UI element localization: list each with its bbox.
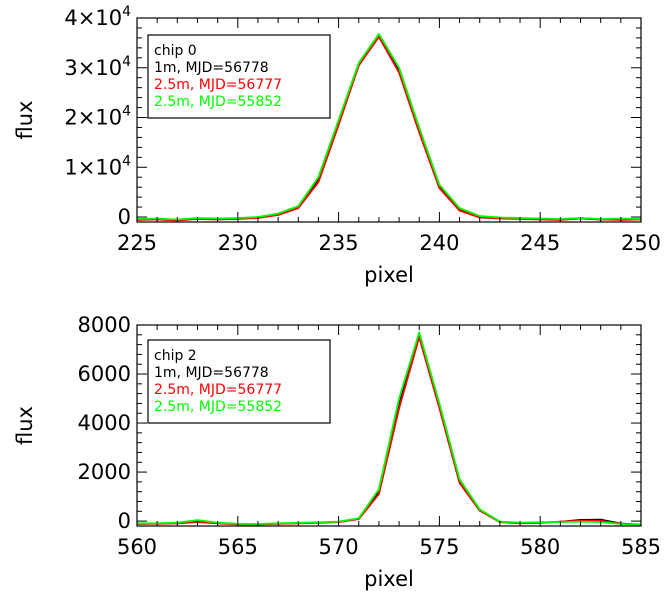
legend-box	[147, 34, 331, 119]
y-tick-label: 0	[118, 205, 131, 229]
y-axis-label: flux	[13, 101, 37, 140]
x-tick-label: 560	[117, 535, 157, 559]
x-tick-label: 575	[419, 535, 459, 559]
legend-box	[147, 339, 331, 424]
series-line-2	[137, 331, 642, 526]
x-tick-label: 580	[520, 535, 560, 559]
x-tick-label: 570	[319, 535, 359, 559]
x-tick-label: 245	[520, 231, 560, 255]
legend-entry-0: 1m, MJD=56778	[154, 60, 269, 76]
x-tick-label: 235	[319, 231, 359, 255]
y-tick-label: 0	[118, 509, 131, 533]
legend-entry-1: 2.5m, MJD=56777	[154, 77, 282, 93]
y-tick-label: 6000	[78, 362, 131, 386]
y-tick-label: 2×104	[64, 104, 131, 130]
legend-entry-2: 2.5m, MJD=55852	[154, 94, 282, 110]
chart-panel-1: 560 565 570 575 580 585 0 2000 4000 6000 8000 pixel…	[13, 313, 661, 591]
x-tick-label: 250	[621, 231, 661, 255]
x-axis-label: pixel	[364, 567, 414, 591]
y-axis-label: flux	[13, 406, 37, 445]
legend-entry-2: 2.5m, MJD=55852	[154, 399, 282, 415]
y-tick-label: 4×104	[64, 4, 131, 30]
legend-title: chip 0	[154, 43, 197, 59]
legend-entry-1: 2.5m, MJD=56777	[154, 382, 282, 398]
x-axis-label: pixel	[364, 263, 414, 287]
x-tick-label: 565	[218, 535, 258, 559]
x-tick-label: 240	[419, 231, 459, 255]
legend-title: chip 2	[154, 348, 197, 364]
y-tick-label: 1×104	[64, 153, 131, 179]
y-tick-label: 2000	[78, 460, 131, 484]
chart-panel-0: 225 230 235 240 245 250 0 1×104 2×104 3×104 4×104 p…	[13, 4, 661, 287]
plot-frame	[136, 17, 642, 223]
y-tick-label: 3×104	[64, 54, 131, 80]
legend-entry-0: 1m, MJD=56778	[154, 365, 269, 381]
x-tick-label: 585	[621, 535, 661, 559]
y-tick-label: 4000	[78, 411, 131, 435]
y-tick-label: 8000	[78, 313, 131, 337]
x-tick-label: 230	[218, 231, 258, 255]
x-tick-label: 225	[117, 231, 157, 255]
series-line-1	[136, 36, 642, 222]
series-line-2	[136, 33, 642, 221]
plot-frame	[136, 324, 642, 527]
